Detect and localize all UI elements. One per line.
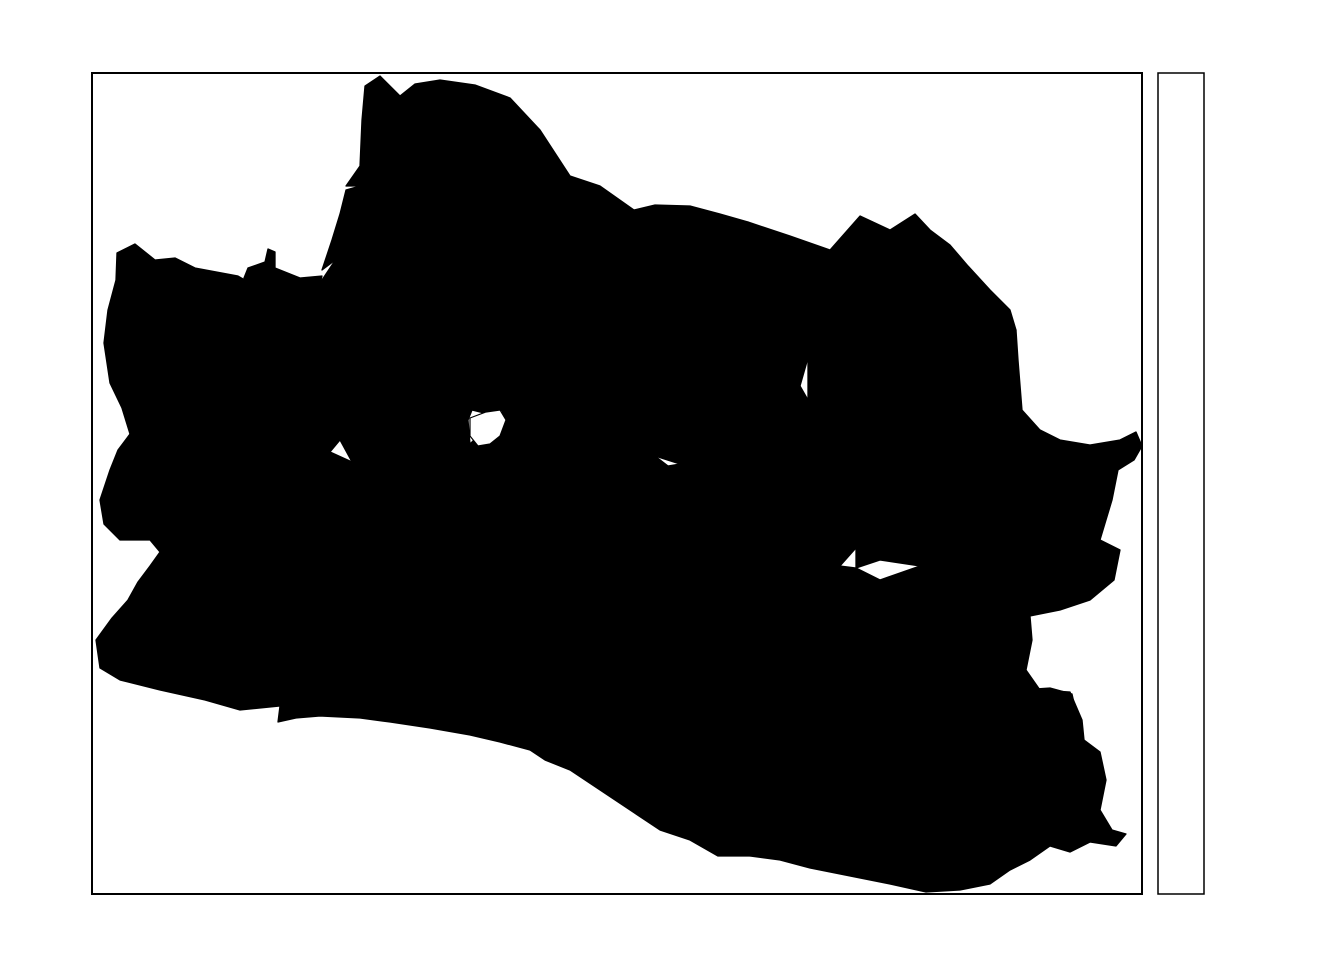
reservoir-hole — [469, 409, 507, 447]
region-kota-cirebon[interactable] — [1011, 411, 1031, 453]
color-legend — [1157, 72, 1205, 895]
region-kota-bogor[interactable] — [261, 333, 297, 405]
region-kab-pangandaran[interactable] — [923, 739, 1127, 893]
region-kota-banjar[interactable] — [999, 687, 1077, 727]
legend-frame — [1157, 72, 1205, 895]
region-kota-sukabumi[interactable] — [307, 497, 345, 535]
map-frame — [91, 72, 1143, 895]
region-kota-depok[interactable] — [243, 248, 323, 297]
regions-layer — [95, 75, 1143, 893]
